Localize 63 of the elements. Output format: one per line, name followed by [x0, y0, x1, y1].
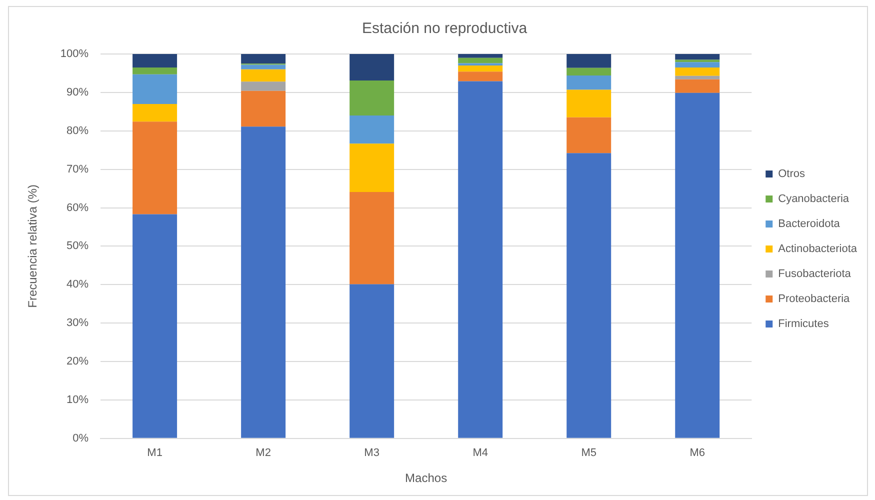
y-tick-label: 100%	[60, 48, 89, 60]
bar	[132, 74, 178, 104]
y-tick-label: 10%	[66, 394, 89, 406]
bar	[675, 79, 720, 93]
bar	[241, 90, 286, 127]
bar	[458, 81, 503, 438]
bar	[132, 67, 178, 74]
bar	[566, 90, 612, 118]
y-tick-label: 30%	[66, 317, 89, 330]
y-tick-label: 80%	[66, 124, 89, 137]
y-axis-title: Frecuencia relativa (%)	[26, 184, 40, 308]
bar	[350, 80, 394, 116]
y-tick-label: 60%	[66, 202, 89, 214]
bar	[458, 54, 503, 58]
x-axis-title: Machos	[405, 471, 448, 486]
bar	[350, 54, 394, 81]
legend-label: Actinobacteriota	[778, 243, 858, 256]
bar	[566, 153, 612, 438]
x-tick-label: M5	[581, 447, 596, 460]
y-tick-label: 40%	[66, 278, 89, 291]
bar	[458, 58, 503, 64]
bar	[350, 116, 394, 144]
legend-label: Otros	[778, 168, 806, 180]
bar	[675, 92, 720, 438]
y-tick-label: 0%	[72, 432, 89, 444]
bar	[350, 144, 394, 192]
bar	[241, 82, 286, 91]
bar	[132, 54, 178, 68]
bar	[566, 117, 612, 154]
bar	[350, 284, 394, 438]
bar	[675, 54, 720, 60]
legend-label: Firmicutes	[778, 318, 830, 330]
bar	[566, 76, 612, 90]
y-tick-label: 70%	[66, 163, 89, 176]
bar	[458, 72, 503, 82]
bar	[241, 126, 286, 438]
legend-label: Bacteroidota	[778, 218, 841, 230]
x-tick-label: M2	[256, 447, 271, 460]
bar	[458, 66, 503, 72]
bar	[675, 67, 720, 76]
bar	[132, 122, 178, 214]
y-tick-label: 20%	[66, 356, 89, 368]
bar	[566, 68, 612, 76]
legend-label: Cyanobacteria	[778, 193, 850, 206]
bar	[675, 62, 720, 68]
x-tick-label: M4	[472, 447, 488, 460]
x-tick-label: M6	[690, 447, 706, 460]
bar	[241, 64, 286, 70]
bar	[241, 69, 286, 82]
bar	[458, 63, 503, 66]
legend-label: Fusobacteriota	[778, 268, 852, 280]
bar	[350, 192, 394, 284]
legend-label: Proteobacteria	[778, 293, 851, 306]
bar	[566, 54, 612, 68]
bar	[132, 104, 178, 122]
x-tick-label: M3	[364, 447, 380, 460]
y-tick-label: 50%	[66, 240, 89, 252]
bar	[241, 54, 286, 64]
y-tick-label: 90%	[66, 86, 89, 98]
x-tick-label: M1	[147, 447, 162, 460]
chart-title: Estación no reproductiva	[362, 20, 528, 38]
bar	[132, 214, 178, 438]
bar	[675, 76, 720, 80]
